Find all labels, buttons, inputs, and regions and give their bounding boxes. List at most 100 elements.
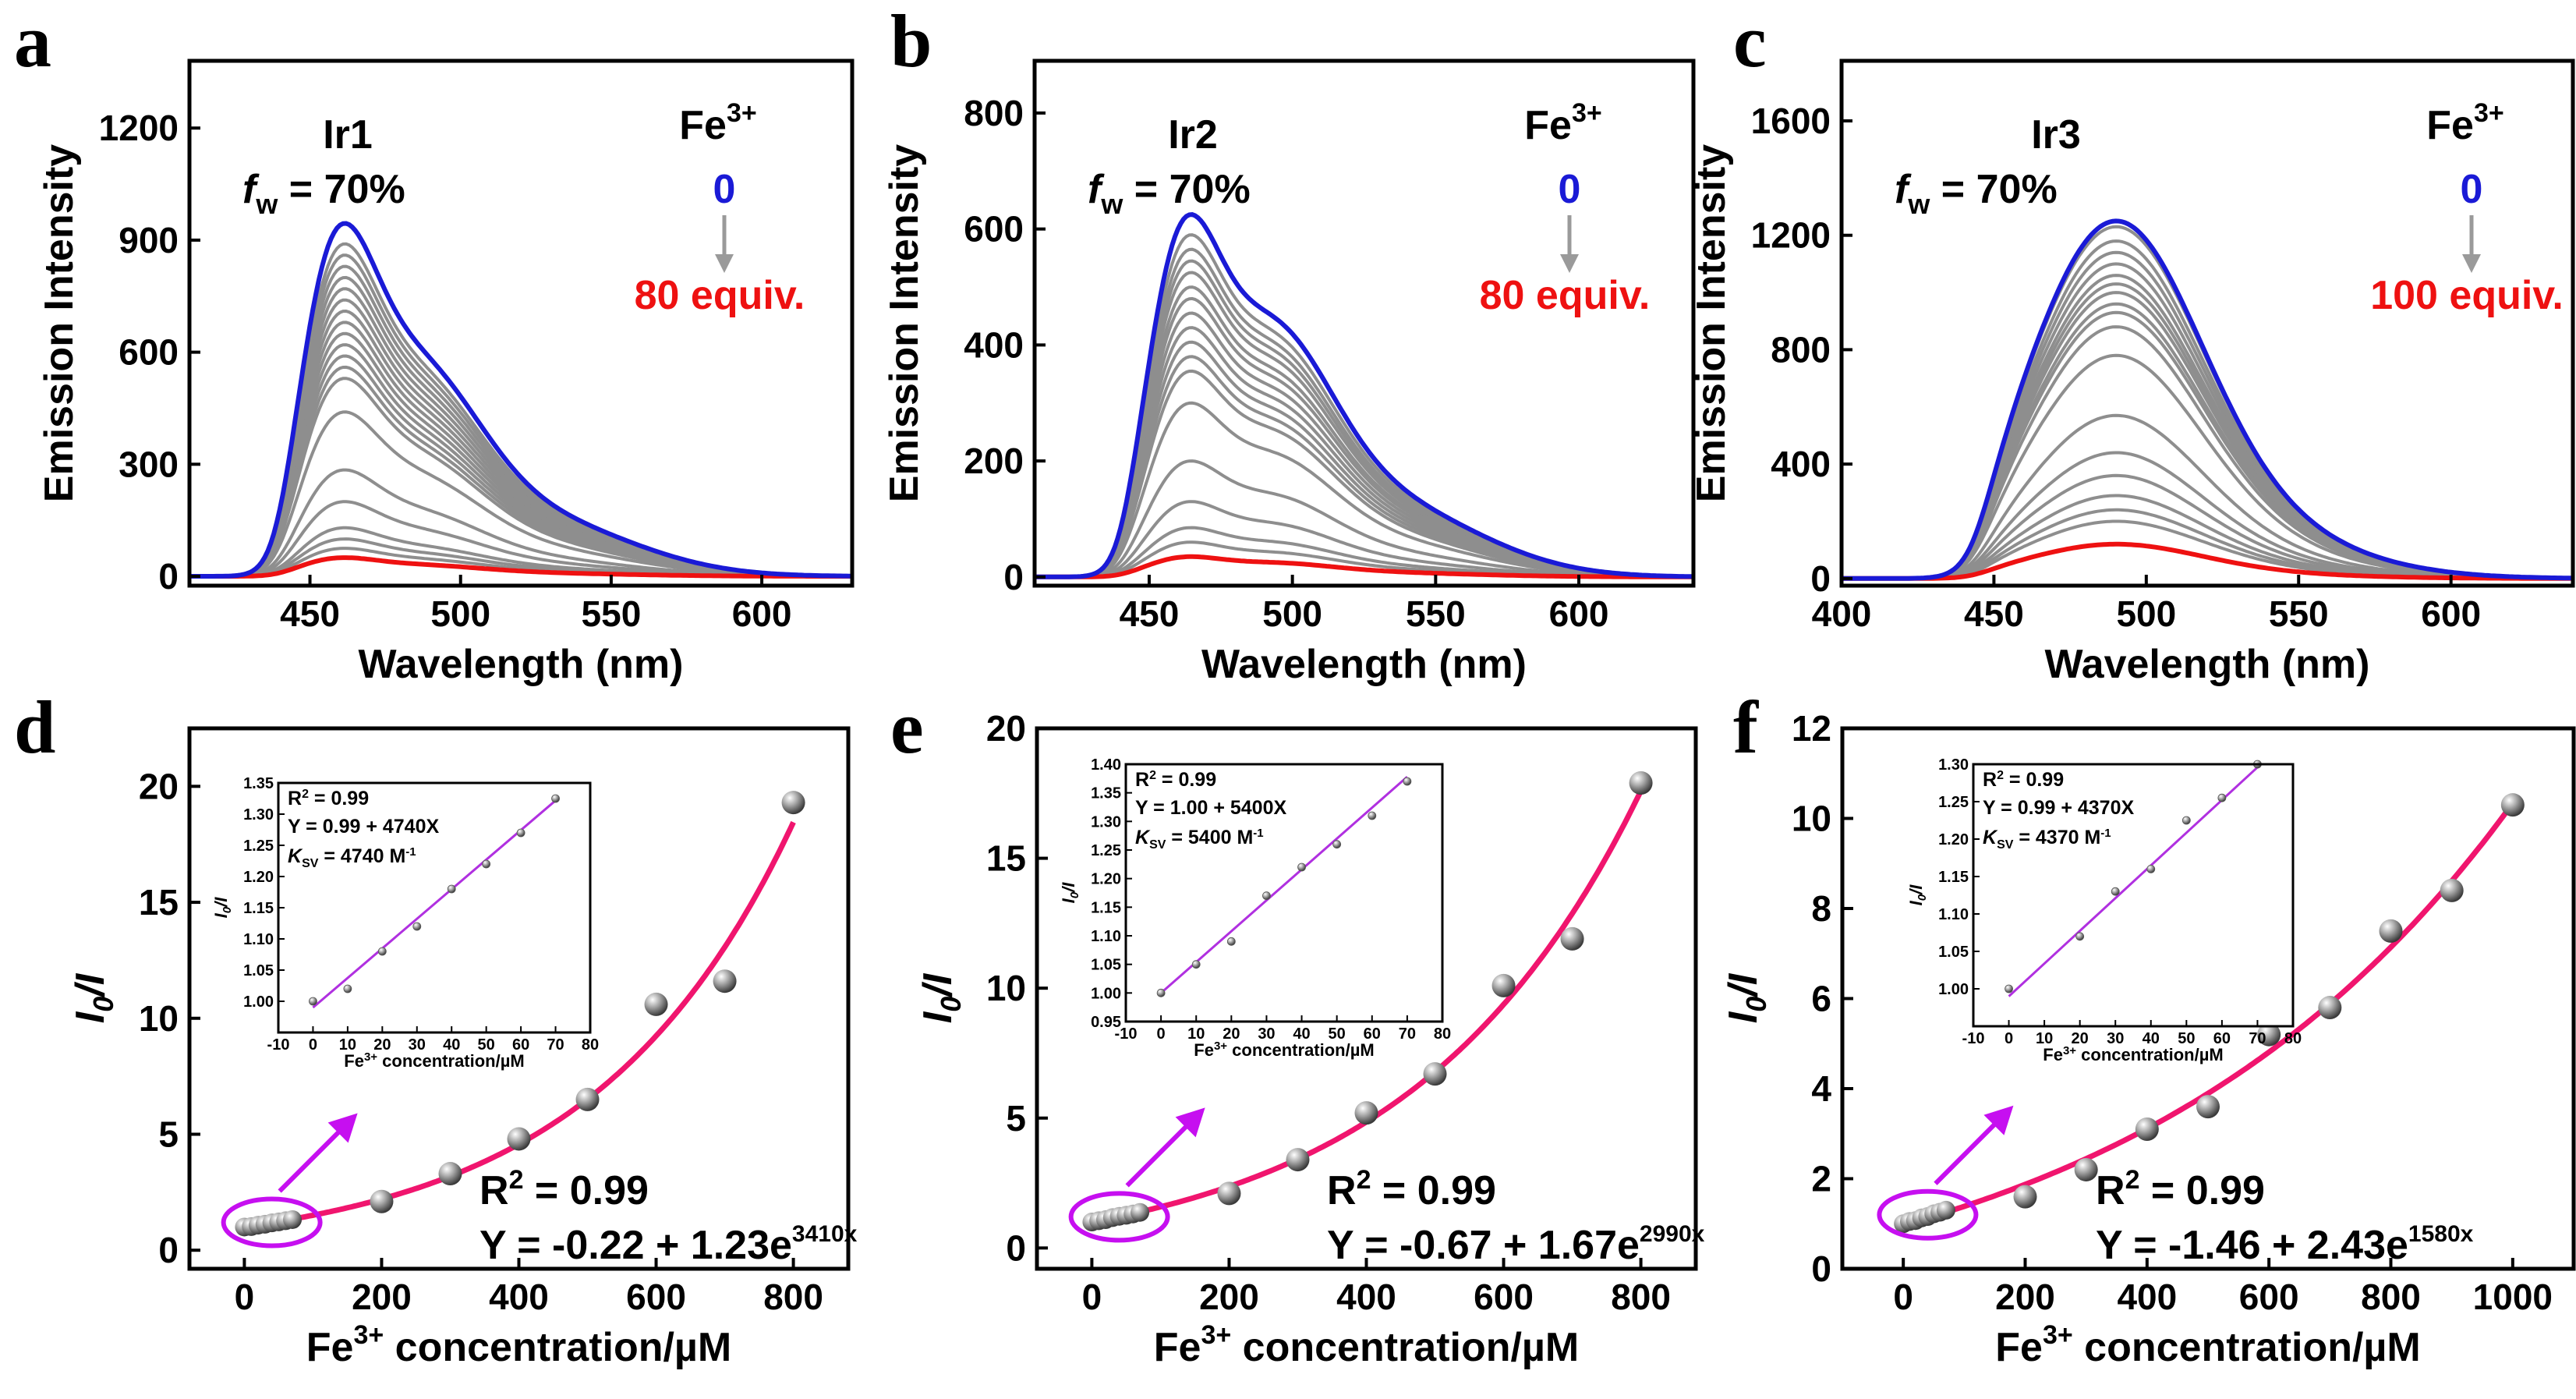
quench-f-ytick-label: 12 bbox=[1792, 708, 1831, 749]
inset-fit-line bbox=[2008, 766, 2259, 997]
data-point bbox=[2196, 1095, 2220, 1119]
inset-data-point bbox=[2181, 816, 2191, 825]
end-equiv-label: 80 equiv. bbox=[1480, 273, 1651, 318]
spectrum-b-xtick-label: 450 bbox=[1120, 593, 1180, 634]
inset-e-ytick-label: 1.25 bbox=[1091, 842, 1121, 859]
r-squared: R2 = 0.99 bbox=[2096, 1165, 2265, 1213]
spectrum-line bbox=[1842, 274, 2573, 580]
data-point bbox=[1629, 770, 1653, 795]
end-equiv-label: 80 equiv. bbox=[635, 273, 805, 318]
data-point bbox=[781, 791, 805, 815]
data-point bbox=[713, 969, 737, 993]
data-point bbox=[507, 1127, 531, 1151]
x-axis-label: Fe3+ concentration/µM bbox=[1995, 1320, 2420, 1370]
panel-a: a 450 500 550 600 0 300 600 900 1200 Wavelength (n… bbox=[14, 0, 855, 687]
inset-f-ytick-label: 1.30 bbox=[1938, 756, 1969, 774]
zoom-arrow-icon bbox=[1983, 1105, 2014, 1135]
inset-data-point bbox=[1368, 811, 1377, 820]
inset-e-xtick-label: 50 bbox=[1329, 1025, 1346, 1043]
inset-equation: Y = 1.00 + 5400X bbox=[1135, 797, 1286, 819]
quench-d-xtick-label: 800 bbox=[763, 1277, 823, 1317]
zoom-arrow-shaft bbox=[1934, 1114, 2005, 1185]
data-point bbox=[644, 992, 668, 1016]
quench-e-ytick-label: 5 bbox=[1006, 1098, 1026, 1139]
zoom-arrow-icon bbox=[327, 1113, 358, 1143]
inset-f-xtick-label: 20 bbox=[2072, 1030, 2089, 1047]
quench-e-xtick-label: 0 bbox=[1082, 1277, 1102, 1317]
quench-e-ytick-label: 10 bbox=[986, 968, 1026, 1008]
x-axis-label: Wavelength (nm) bbox=[2045, 642, 2370, 687]
quench-e-xtick-label: 400 bbox=[1336, 1277, 1396, 1317]
quench-f-xtick-label: 800 bbox=[2361, 1277, 2421, 1317]
inset-e-ytick-label: 1.00 bbox=[1091, 985, 1121, 1002]
inset-f-xtick-label: 40 bbox=[2143, 1030, 2160, 1047]
spectrum-c-xtick-label: 500 bbox=[2116, 593, 2176, 634]
quench-d-xtick-label: 200 bbox=[352, 1277, 412, 1317]
inset-e-xtick-label: 30 bbox=[1258, 1025, 1275, 1043]
quench-f-xtick-label: 1000 bbox=[2473, 1277, 2553, 1317]
inset-d-xtick-label: 80 bbox=[582, 1036, 599, 1054]
data-point bbox=[1491, 973, 1516, 997]
inset-e-xtick-label: 70 bbox=[1399, 1025, 1416, 1043]
inset-d-xtick-label: 60 bbox=[512, 1036, 529, 1054]
inset-f-ytick-label: 1.05 bbox=[1938, 944, 1969, 961]
spectrum-b-ytick-label: 400 bbox=[964, 324, 1024, 365]
inset-d: -10 0 10 20 30 40 50 60 70 80 1.00 1.05 1.10 1.15 1.20… bbox=[211, 775, 599, 1071]
inset-d-ytick-label: 1.20 bbox=[243, 869, 274, 886]
inset-f-ytick-label: 1.20 bbox=[1938, 831, 1969, 848]
y-axis-label: I0/I bbox=[68, 972, 119, 1023]
quench-d-ytick-label: 5 bbox=[158, 1114, 179, 1154]
inset-f-xtick-label: 10 bbox=[2036, 1030, 2053, 1047]
inset-d-xtick-label: 50 bbox=[478, 1036, 495, 1054]
panel-label-f: f bbox=[1733, 685, 1759, 769]
spectrum-a-xtick-label: 550 bbox=[582, 593, 642, 634]
end-equiv-label: 100 equiv. bbox=[2370, 273, 2564, 318]
quench-d-ytick-label: 10 bbox=[139, 998, 179, 1039]
data-point bbox=[1286, 1148, 1310, 1172]
spectrum-line-initial bbox=[189, 221, 852, 579]
data-point bbox=[2074, 1157, 2098, 1181]
inset-data-point bbox=[309, 997, 317, 1006]
spectrum-a-xtick-label: 450 bbox=[280, 593, 340, 634]
inset-e-ytick-label: 1.40 bbox=[1091, 756, 1121, 774]
spectrum-a-xtick-label: 600 bbox=[732, 593, 792, 634]
fit-equation: Y = -1.46 + 2.43e1580x bbox=[2096, 1221, 2474, 1268]
spectrum-line bbox=[189, 287, 852, 578]
inset-e-xtick-label: -10 bbox=[1115, 1025, 1138, 1043]
data-point bbox=[2318, 996, 2342, 1020]
inset-data-point bbox=[1226, 937, 1236, 946]
quench-f-ytick-label: 2 bbox=[1811, 1159, 1831, 1199]
inset-data-point bbox=[377, 947, 387, 956]
quench-e-ytick-label: 0 bbox=[1006, 1227, 1026, 1268]
inset-data-point bbox=[516, 828, 525, 838]
inset-ksv: KSV = 5400 M-1 bbox=[1135, 827, 1264, 852]
inset-d-xtick-label: 0 bbox=[309, 1036, 317, 1054]
spectrum-c-ytick-label: 1200 bbox=[1751, 215, 1831, 256]
data-point bbox=[2500, 793, 2525, 817]
spectrum-c-ytick-label: 1600 bbox=[1751, 101, 1831, 141]
inset-y-axis-label: I0/I bbox=[1059, 882, 1081, 904]
inset-data-point bbox=[412, 922, 422, 931]
inset-e-ytick-label: 0.95 bbox=[1091, 1014, 1121, 1031]
zoom-arrow-shaft bbox=[1125, 1117, 1196, 1188]
sample-name: Ir3 bbox=[2031, 112, 2081, 158]
data-point bbox=[370, 1189, 394, 1213]
data-point bbox=[1936, 1200, 1955, 1220]
start-equiv-label: 0 bbox=[1559, 167, 1581, 212]
data-point bbox=[2257, 1022, 2281, 1047]
quench-f-ytick-label: 8 bbox=[1811, 888, 1831, 929]
inset-e-ytick-label: 1.05 bbox=[1091, 957, 1121, 974]
water-fraction: fw = 70% bbox=[242, 167, 405, 220]
data-point bbox=[1131, 1202, 1150, 1222]
quench-f-ytick-label: 4 bbox=[1811, 1068, 1831, 1109]
spectrum-line bbox=[189, 298, 852, 578]
y-axis-label: Emission Intensity bbox=[882, 144, 927, 503]
zoom-arrow-icon bbox=[1175, 1107, 1205, 1138]
spectrum-c-xtick-label: 450 bbox=[1964, 593, 2024, 634]
data-point bbox=[1560, 926, 1584, 951]
water-fraction: fw = 70% bbox=[1895, 167, 2058, 220]
zoom-arrow-shaft bbox=[278, 1122, 349, 1193]
inset-data-point bbox=[2111, 887, 2120, 896]
spectrum-c-axes-frame bbox=[1839, 58, 2575, 588]
